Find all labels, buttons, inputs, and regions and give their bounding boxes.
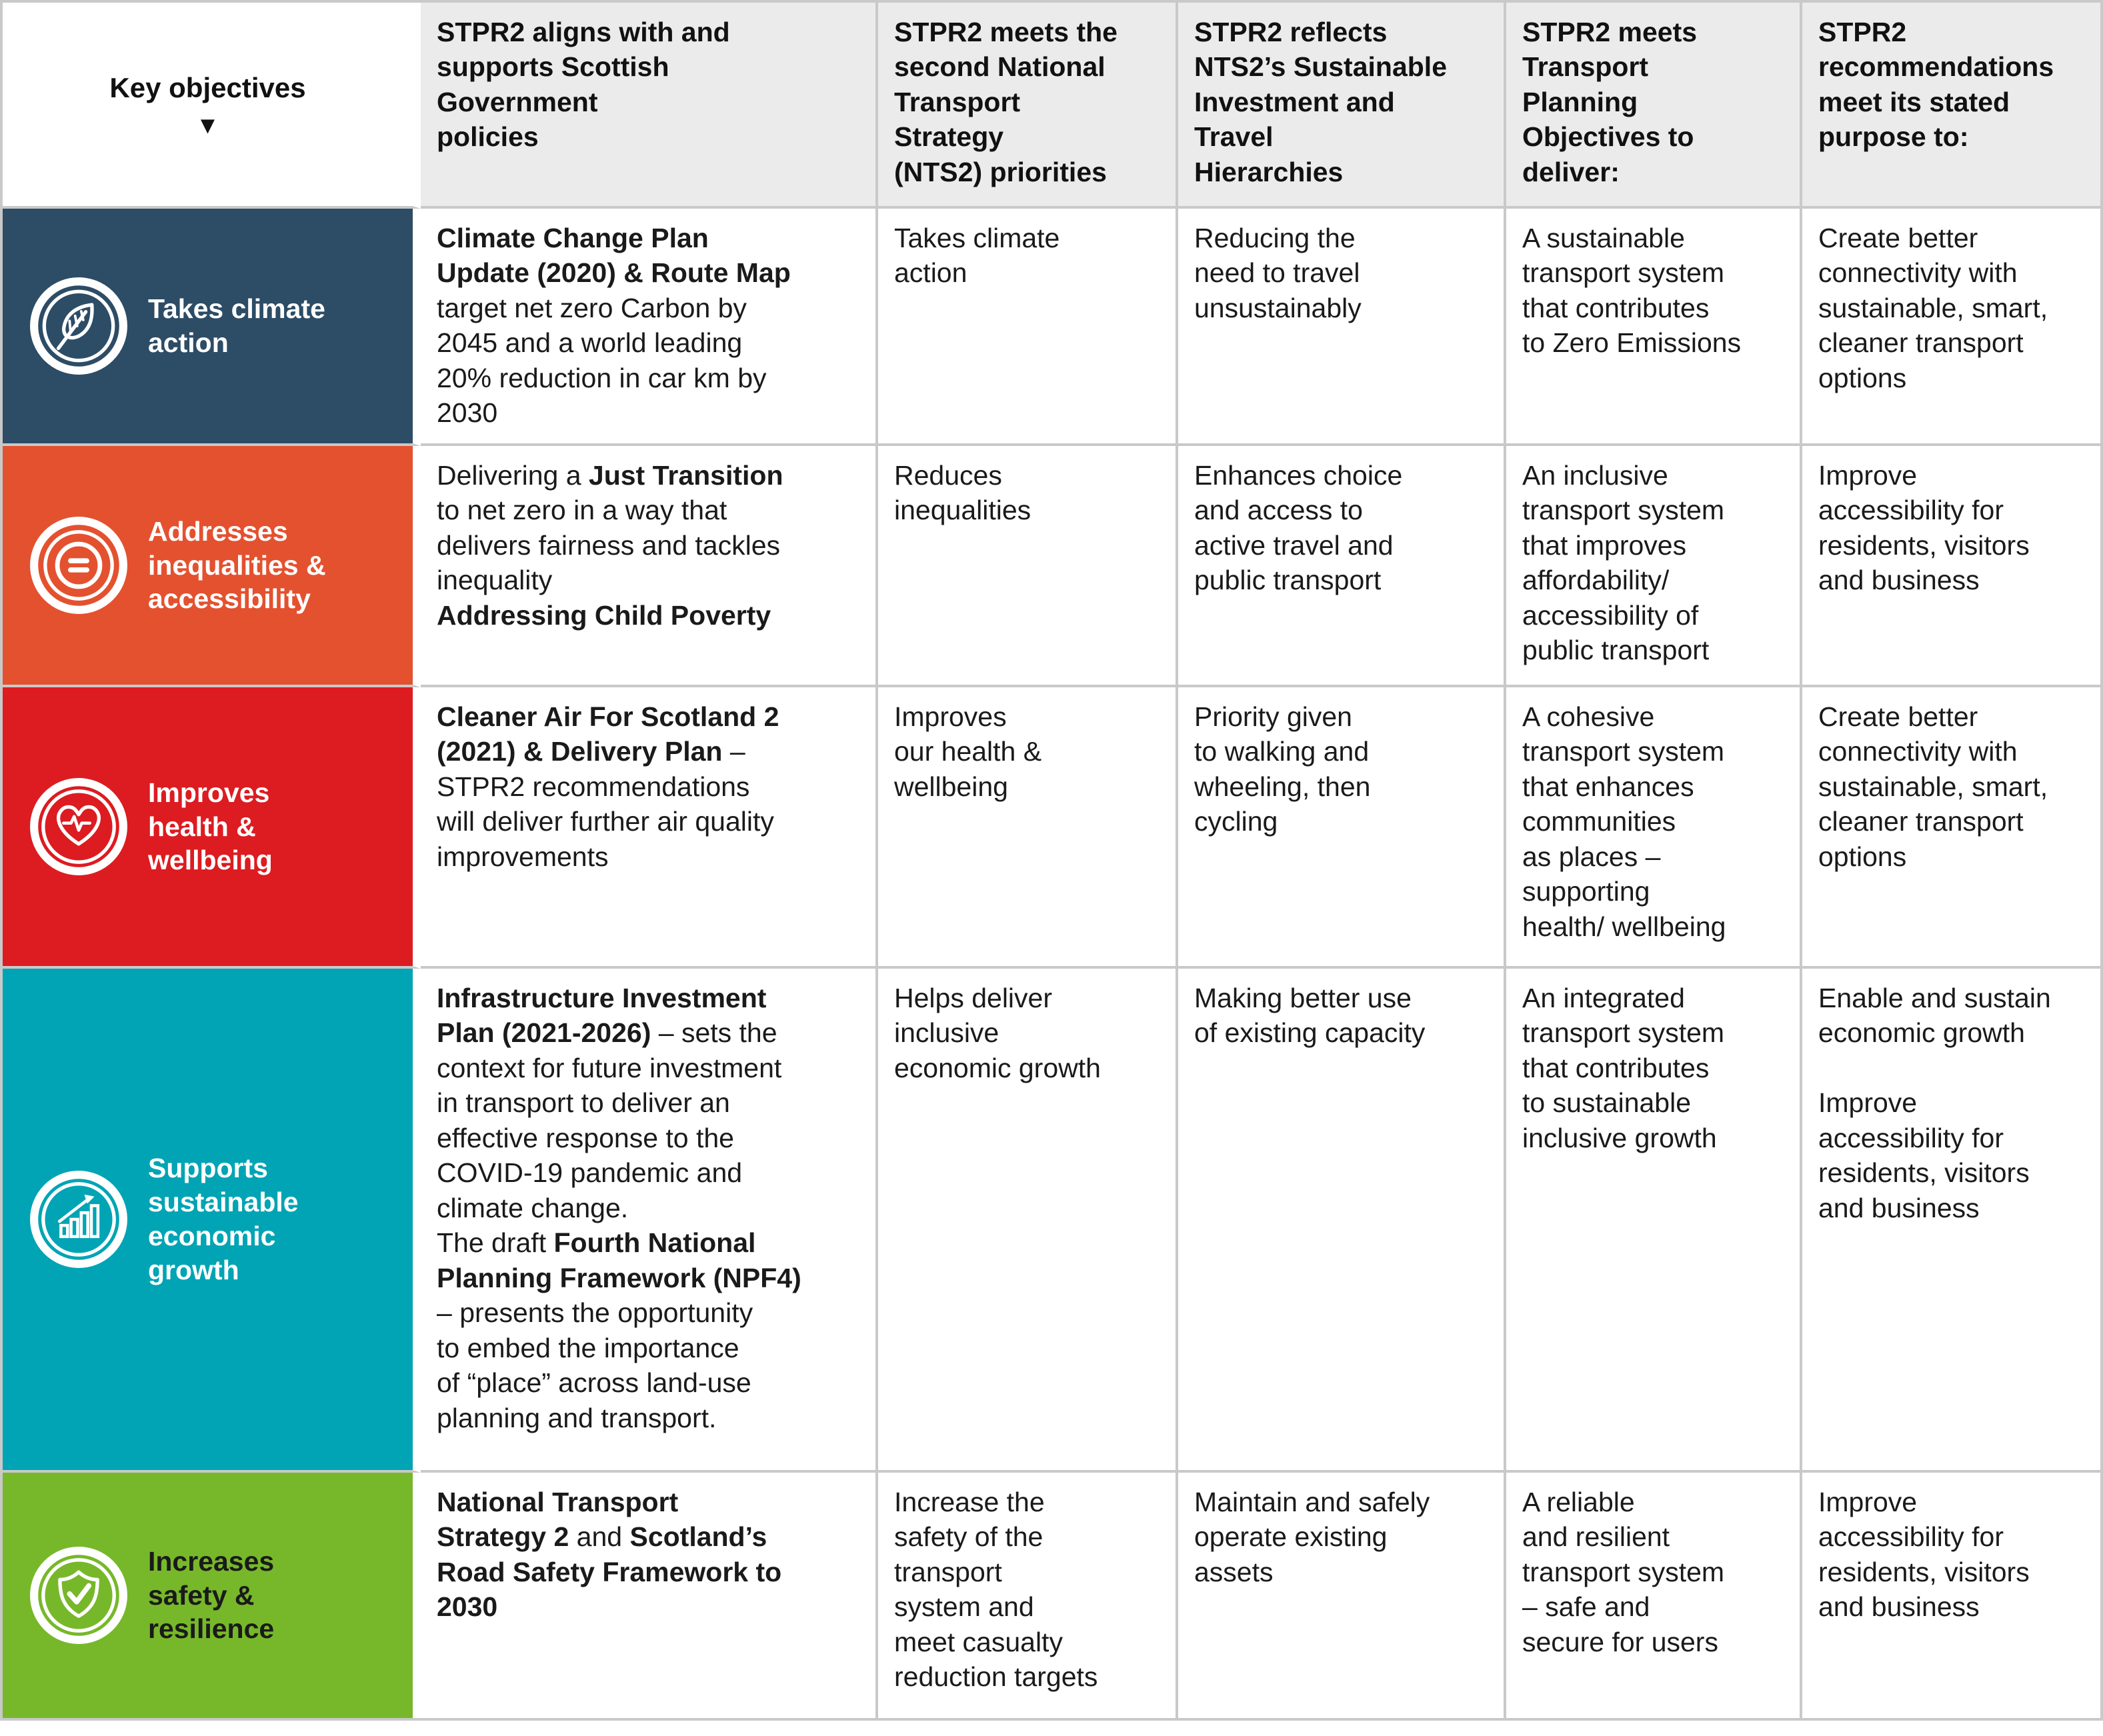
cell-policies: National Transport Strategy 2 and Scotla… — [421, 1473, 878, 1718]
cell-policies: Delivering a Just Transition to net zero… — [421, 446, 878, 687]
objective-label: Supports sustainable economic growth — [148, 1153, 299, 1285]
equality-icon — [30, 517, 127, 614]
objective-label: Improves health & wellbeing — [148, 777, 273, 876]
leaf-icon — [30, 277, 127, 375]
cell-nts2-priorities: Increase the safety of the transport sys… — [878, 1473, 1178, 1718]
cell-nts2-priorities: Helps deliver inclusive economic growth — [878, 969, 1178, 1473]
cell-purpose: Enable and sustain economic growth Impro… — [1802, 969, 2100, 1473]
cell-purpose: Create better connectivity with sustaina… — [1802, 687, 2100, 969]
cell-hierarchies: Maintain and safely operate existing ass… — [1178, 1473, 1506, 1718]
objective-cell-health: Improves health & wellbeing — [3, 687, 421, 969]
cell-tpo: An inclusive transport system that impro… — [1506, 446, 1802, 687]
header-key-objectives: Key objectives ▼ — [3, 3, 421, 209]
cell-policies: Climate Change Plan Update (2020) & Rout… — [421, 209, 878, 446]
header-col-tpo: STPR2 meets Transport Planning Objective… — [1506, 3, 1802, 209]
cell-hierarchies: Reducing the need to travel unsustainabl… — [1178, 209, 1506, 446]
objective-label: Takes climate action — [148, 293, 325, 358]
growth-chart-icon — [30, 1171, 127, 1268]
objective-cell-safety: Increases safety & resilience — [3, 1473, 421, 1718]
cell-tpo: A reliable and resilient transport syste… — [1506, 1473, 1802, 1718]
objective-cell-climate: Takes climate action — [3, 209, 421, 446]
objective-label: Addresses inequalities & accessibility — [148, 515, 326, 615]
down-triangle-icon: ▼ — [195, 111, 220, 139]
cell-policies: Infrastructure Investment Plan (2021-202… — [421, 969, 878, 1473]
cell-purpose: Improve accessibility for residents, vis… — [1802, 1473, 2100, 1718]
objective-label: Increases safety & resilience — [148, 1545, 275, 1645]
cell-policies: Cleaner Air For Scotland 2 (2021) & Deli… — [421, 687, 878, 969]
objective-cell-inequalities: Addresses inequalities & accessibility — [3, 446, 421, 687]
cell-purpose: Improve accessibility for residents, vis… — [1802, 446, 2100, 687]
header-col-purpose: STPR2 recommendations meet its stated pu… — [1802, 3, 2100, 209]
cell-hierarchies: Enhances choice and access to active tra… — [1178, 446, 1506, 687]
header-col-policies: STPR2 aligns with and supports Scottish … — [421, 3, 878, 209]
cell-tpo: A cohesive transport system that enhance… — [1506, 687, 1802, 969]
cell-hierarchies: Making better use of existing capacity — [1178, 969, 1506, 1473]
cell-purpose: Create better connectivity with sustaina… — [1802, 209, 2100, 446]
cell-tpo: An integrated transport system that cont… — [1506, 969, 1802, 1473]
heart-pulse-icon — [30, 778, 127, 875]
cell-nts2-priorities: Reduces inequalities — [878, 446, 1178, 687]
shield-check-icon — [30, 1547, 127, 1644]
cell-hierarchies: Priority given to walking and wheeling, … — [1178, 687, 1506, 969]
cell-nts2-priorities: Takes climate action — [878, 209, 1178, 446]
cell-nts2-priorities: Improves our health & wellbeing — [878, 687, 1178, 969]
header-col-hierarchies: STPR2 reflects NTS2’s Sustainable Invest… — [1178, 3, 1506, 209]
objective-cell-economic-growth: Supports sustainable economic growth — [3, 969, 421, 1473]
key-objectives-title: Key objectives — [109, 71, 306, 103]
header-col-nts2-priorities: STPR2 meets the second National Transpor… — [878, 3, 1178, 209]
cell-tpo: A sustainable transport system that cont… — [1506, 209, 1802, 446]
